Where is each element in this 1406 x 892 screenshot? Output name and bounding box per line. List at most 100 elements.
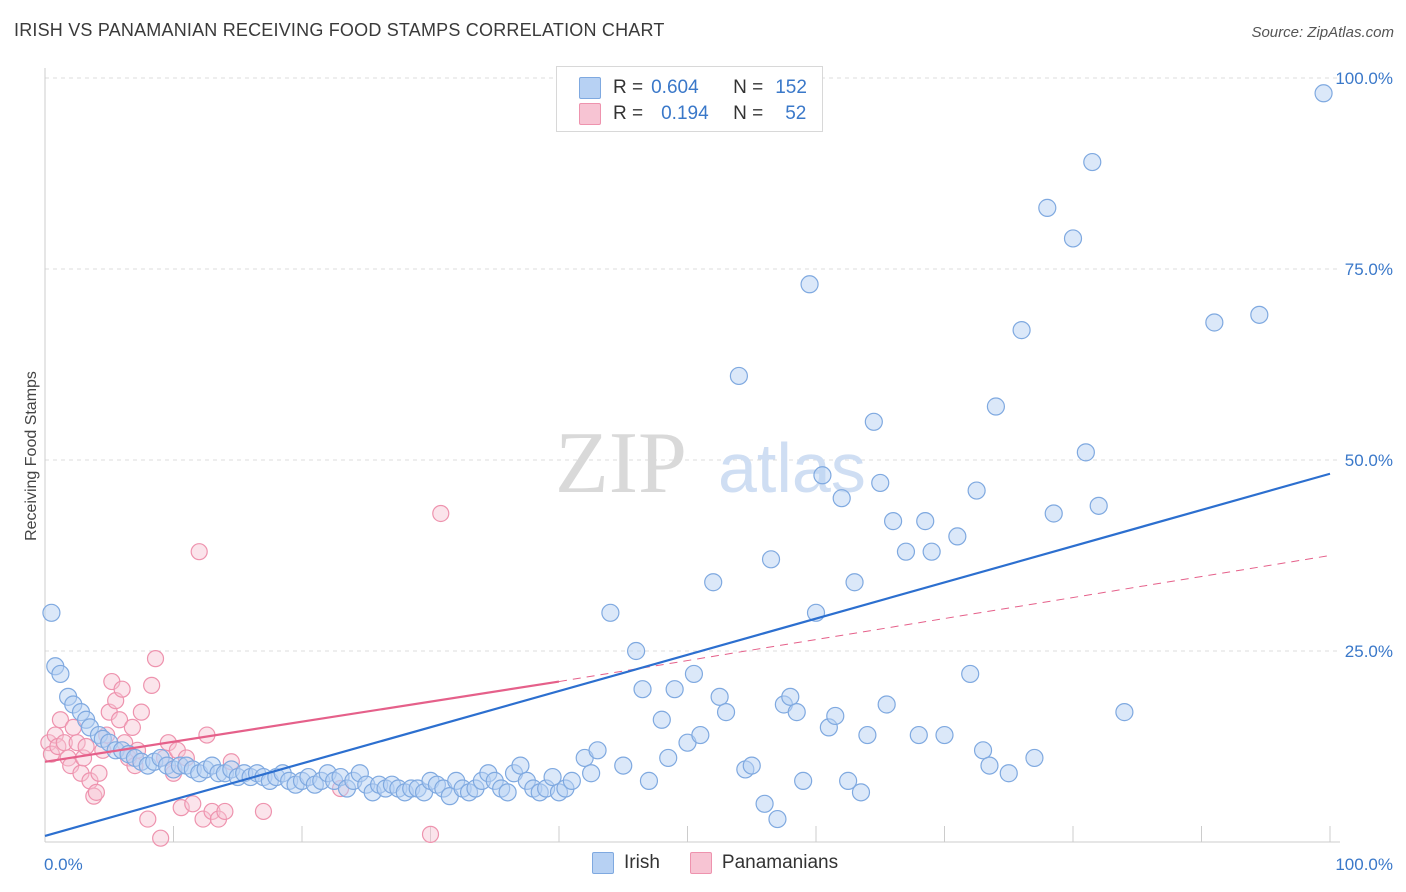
source-label: Source: ZipAtlas.com bbox=[1251, 24, 1394, 41]
legend-n-label: N = bbox=[733, 103, 764, 124]
legend-row-panamanian: R = 0.194 N = 52 bbox=[579, 102, 806, 126]
irish-point bbox=[562, 771, 581, 790]
legend-item-panamanians[interactable]: Panamanians bbox=[689, 852, 839, 874]
panamanian-point bbox=[143, 676, 161, 694]
irish-point bbox=[877, 695, 896, 714]
irish-point bbox=[761, 550, 781, 569]
y-tick-label: 25.0% bbox=[1345, 642, 1393, 661]
irish-point bbox=[659, 748, 678, 768]
y-tick-label: 75.0% bbox=[1345, 260, 1393, 279]
y-axis-label: Receiving Food Stamps bbox=[23, 371, 40, 541]
irish-point bbox=[999, 764, 1018, 783]
irish-point bbox=[498, 783, 517, 802]
irish-point bbox=[839, 771, 858, 790]
panamanian-point bbox=[51, 711, 70, 729]
irish-point bbox=[51, 664, 70, 684]
irish-point bbox=[787, 703, 806, 722]
irish-point bbox=[1205, 313, 1224, 332]
panamanian-point bbox=[254, 802, 273, 821]
tick-labels: 25.0% 50.0% 75.0% 100.0% 0.0% 100.0% bbox=[44, 69, 1393, 874]
series-legend: Irish Panamanians bbox=[592, 852, 868, 874]
irish-point bbox=[800, 275, 819, 294]
panamanian-legend-swatch bbox=[689, 852, 712, 874]
irish-point bbox=[652, 710, 671, 729]
panamanian-trend-line bbox=[44, 680, 560, 763]
irish-point bbox=[1083, 152, 1102, 172]
panamanian-point bbox=[190, 543, 208, 561]
irish-point bbox=[768, 809, 787, 829]
legend-row-irish: R = 0.604 N = 152 bbox=[579, 76, 807, 100]
irish-point bbox=[704, 573, 723, 592]
irish-point bbox=[1115, 703, 1134, 722]
chart-title: IRISH VS PANAMANIAN RECEIVING FOOD STAMP… bbox=[14, 20, 665, 40]
panamanian-point bbox=[152, 829, 170, 847]
irish-swatch bbox=[579, 77, 601, 99]
x-tick-label: 0.0% bbox=[44, 855, 83, 874]
irish-point bbox=[781, 687, 800, 706]
irish-point bbox=[626, 641, 646, 661]
irish-point bbox=[684, 664, 704, 684]
irish-point bbox=[909, 725, 928, 745]
irish-point bbox=[922, 542, 941, 561]
trend-lines bbox=[44, 472, 1331, 837]
irish-point bbox=[710, 687, 729, 706]
irish-point bbox=[845, 573, 864, 592]
panamanian-point bbox=[87, 783, 106, 801]
irish-point bbox=[511, 756, 530, 775]
irish-point bbox=[1044, 504, 1063, 523]
panamanian-point bbox=[110, 711, 129, 729]
irish-point bbox=[980, 756, 999, 775]
irish-point bbox=[1038, 198, 1057, 217]
legend-n-label: N = bbox=[733, 77, 764, 98]
panamanian-r-value: 0.194 bbox=[661, 103, 709, 124]
irish-point bbox=[986, 397, 1006, 416]
irish-point bbox=[588, 741, 607, 760]
irish-point bbox=[1063, 229, 1083, 248]
irish-point bbox=[1012, 321, 1031, 340]
irish-r-value: 0.604 bbox=[651, 77, 699, 98]
irish-point bbox=[543, 767, 562, 787]
irish-point bbox=[948, 527, 967, 546]
irish-point bbox=[916, 512, 935, 531]
y-tick-label: 50.0% bbox=[1345, 451, 1393, 470]
irish-point bbox=[967, 481, 986, 500]
irish-point bbox=[691, 725, 710, 745]
panamanian-point bbox=[123, 718, 141, 737]
irish-point bbox=[794, 771, 813, 790]
panamanian-point bbox=[113, 680, 131, 698]
irish-point bbox=[729, 366, 749, 386]
irish-point bbox=[832, 489, 851, 508]
irish-point bbox=[601, 603, 620, 622]
irish-n-value: 152 bbox=[775, 77, 807, 98]
irish-point bbox=[633, 680, 652, 699]
irish-legend-label: Irish bbox=[624, 852, 660, 873]
panamanian-point bbox=[146, 650, 165, 668]
panamanian-legend-label: Panamanians bbox=[721, 852, 839, 873]
irish-point bbox=[871, 473, 890, 493]
legend-r-label: R = bbox=[613, 77, 644, 98]
irish-point bbox=[813, 466, 832, 485]
irish-point bbox=[858, 725, 877, 745]
irish-point bbox=[864, 412, 883, 431]
irish-point bbox=[896, 542, 916, 561]
stats-legend: R = 0.604 N = 152 R = 0.194 N = 52 bbox=[556, 66, 823, 132]
legend-item-irish[interactable]: Irish bbox=[592, 852, 660, 874]
irish-legend-swatch bbox=[592, 852, 614, 874]
irish-point bbox=[1025, 748, 1044, 768]
irish-point bbox=[1314, 84, 1333, 103]
panamanian-point bbox=[132, 703, 150, 721]
irish-point bbox=[755, 794, 774, 813]
panamanian-swatch bbox=[579, 103, 601, 125]
panamanian-point bbox=[432, 504, 450, 523]
panamanian-point bbox=[139, 810, 157, 828]
irish-point bbox=[826, 706, 845, 726]
irish-point bbox=[1089, 496, 1108, 515]
x-tick-label: 100.0% bbox=[1335, 855, 1393, 874]
irish-point bbox=[716, 703, 736, 722]
panamanian-point bbox=[184, 795, 202, 813]
panamanian-point bbox=[421, 825, 440, 843]
panamanian-trend-extension bbox=[558, 555, 1331, 683]
irish-point bbox=[935, 725, 954, 745]
irish-point bbox=[851, 783, 871, 802]
